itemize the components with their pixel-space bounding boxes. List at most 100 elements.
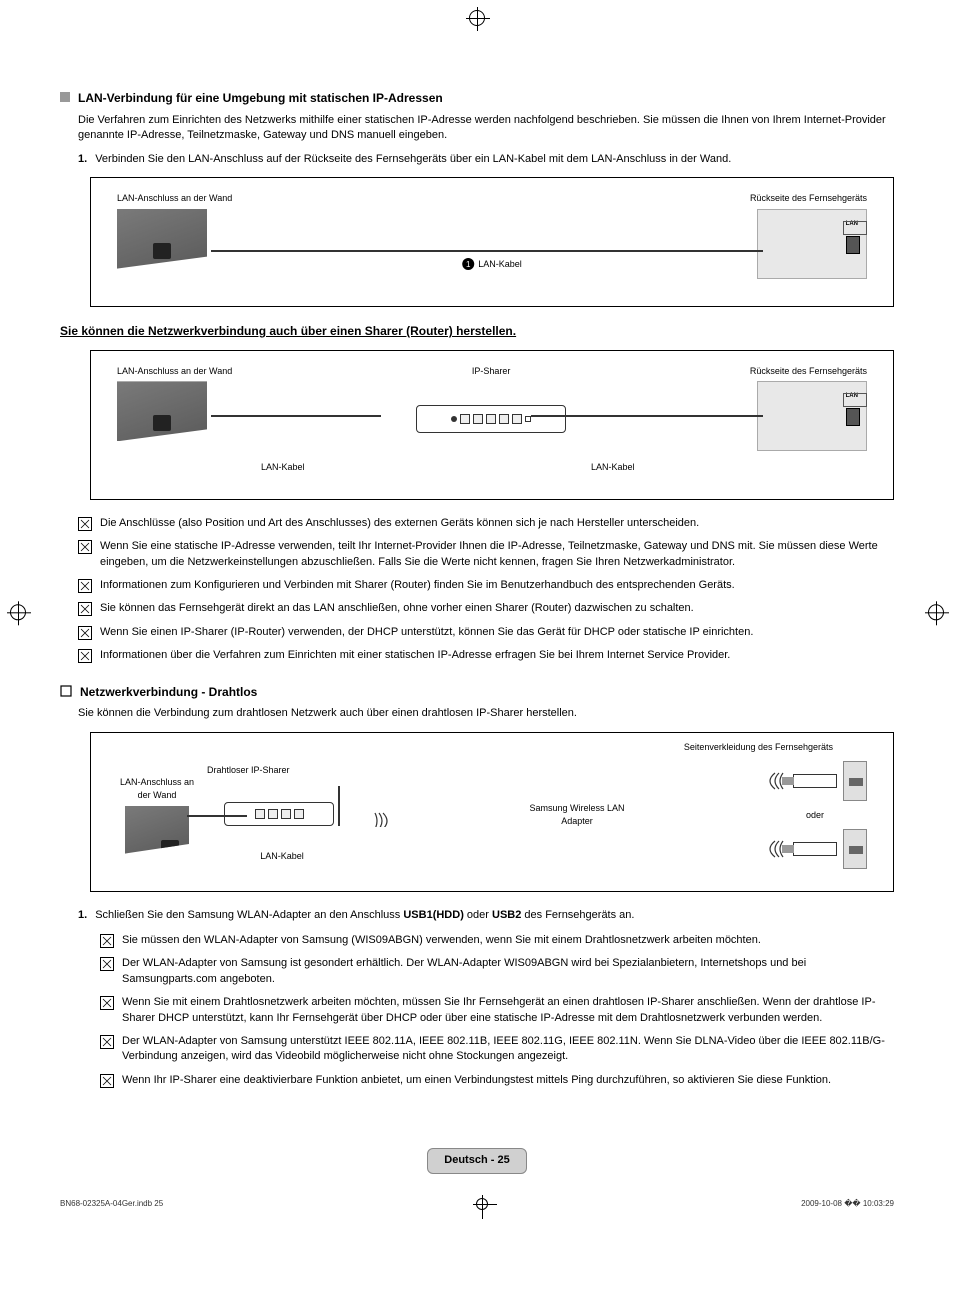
or-text: oder [806,809,824,822]
lan-port-icon [846,236,860,254]
section3-notes: Sie müssen den WLAN-Adapter von Samsung … [100,933,894,1088]
step1-text: Schließen Sie den Samsung WLAN-Adapter a… [95,908,634,923]
section2-heading: Sie können die Netzwerkverbindung auch ü… [60,323,894,340]
note-item: Die Anschlüsse (also Position und Art de… [78,516,894,531]
note-text: Wenn Sie eine statische IP-Adresse verwe… [100,539,894,570]
note-icon [100,1074,114,1088]
doc-id: BN68-02325A-04Ger.indb 25 [60,1198,163,1210]
note-text: Die Anschlüsse (also Position und Art de… [100,516,699,531]
note-icon [100,996,114,1010]
square-bullet-icon [60,92,70,102]
note-item: Wenn Sie einen IP-Sharer (IP-Router) ver… [78,625,894,640]
lan-port-icon [846,408,860,426]
note-text: Der WLAN-Adapter von Samsung unterstützt… [122,1034,894,1065]
diag3-adapter-label: Samsung Wireless LAN Adapter [527,802,627,827]
note-text: Informationen zum Konfigurieren und Verb… [100,578,735,593]
section3-intro: Sie können die Verbindung zum drahtlosen… [78,706,894,721]
lan-cable-line-icon [211,250,763,252]
section1-heading-text: LAN-Verbindung für eine Umgebung mit sta… [78,90,443,107]
note-icon [78,649,92,663]
wall-jack-icon [125,806,189,854]
crop-mark-bottom-icon [476,1198,488,1210]
diag3-router-label: Drahtloser IP-Sharer [207,764,307,777]
wifi-signal-out-icon [367,803,391,827]
antenna-icon [338,786,340,826]
note-item: Sie müssen den WLAN-Adapter von Samsung … [100,933,894,948]
step1-number: 1. [78,908,87,923]
note-text: Wenn Sie mit einem Drahtlosnetzwerk arbe… [122,995,894,1026]
tv-rear-panel-icon: LAN [757,381,867,451]
section3-heading: Netzwerkverbindung - Drahtlos [60,684,894,701]
section1-step1: 1. Verbinden Sie den LAN-Anschluss auf d… [78,152,894,167]
note-item: Wenn Sie eine statische IP-Adresse verwe… [78,539,894,570]
section3-step1: 1. Schließen Sie den Samsung WLAN-Adapte… [78,908,894,923]
step1-e: des Fernsehgeräts an. [521,909,634,921]
note-item: Informationen zum Konfigurieren und Verb… [78,578,894,593]
note-item: Der WLAN-Adapter von Samsung ist gesonde… [100,956,894,987]
diag2-wall-label: LAN-Anschluss an der Wand [117,365,232,378]
crop-mark-top-icon [469,10,485,31]
section1-intro: Die Verfahren zum Einrichten des Netzwer… [78,113,894,144]
diagram2: LAN-Anschluss an der Wand IP-Sharer Rück… [90,350,894,500]
note-icon [78,517,92,531]
tv-side-panel-icon [843,761,867,801]
note-text: Wenn Ihr IP-Sharer eine deaktivierbare F… [122,1073,831,1088]
diag3-cable-label: LAN-Kabel [260,850,304,863]
section3-heading-text: Netzwerkverbindung - Drahtlos [80,684,257,701]
cable-label-text: LAN-Kabel [478,258,522,271]
note-icon [100,957,114,971]
note-icon [78,626,92,640]
cable-line-2-icon [531,415,763,417]
note-icon [100,1035,114,1049]
step1-a: Schließen Sie den Samsung WLAN-Adapter a… [95,909,403,921]
note-item: Wenn Sie mit einem Drahtlosnetzwerk arbe… [100,995,894,1026]
step1-text: Verbinden Sie den LAN-Anschluss auf der … [95,152,731,167]
note-icon [78,579,92,593]
wireless-router-icon [224,802,334,826]
note-text: Der WLAN-Adapter von Samsung ist gesonde… [122,956,894,987]
hollow-square-icon [60,685,72,697]
note-text: Sie müssen den WLAN-Adapter von Samsung … [122,933,761,948]
doc-footer: BN68-02325A-04Ger.indb 25 2009-10-08 �� … [60,1198,894,1210]
note-icon [78,602,92,616]
step1-d: USB2 [492,909,521,921]
diagram3: Seitenverkleidung des Fernsehgeräts LAN-… [90,732,894,892]
note-text: Informationen über die Verfahren zum Ein… [100,648,730,663]
page-number-badge: Deutsch - 25 [427,1148,526,1173]
doc-timestamp: 2009-10-08 �� 10:03:29 [801,1198,894,1210]
diagram1: LAN-Anschluss an der Wand Rückseite des … [90,177,894,307]
router-icon [416,405,566,433]
tv-rear-panel-icon: LAN [757,209,867,279]
step1-number: 1. [78,152,87,167]
diag2-cable2: LAN-Kabel [591,461,635,474]
diag3-side-label: Seitenverkleidung des Fernsehgeräts [684,741,833,754]
note-text: Wenn Sie einen IP-Sharer (IP-Router) ver… [100,625,753,640]
diag1-tv-label: Rückseite des Fernsehgeräts [750,192,867,205]
wireless-cable-line-icon [187,815,247,817]
page-footer: Deutsch - 25 [60,1148,894,1173]
diag2-router-label: IP-Sharer [472,365,511,378]
usb-dongle-icon [793,842,837,856]
crop-mark-left-icon [10,604,26,625]
cable-line-1-icon [211,415,381,417]
diag2-tv-label: Rückseite des Fernsehgeräts [750,365,867,378]
note-item: Wenn Ihr IP-Sharer eine deaktivierbare F… [100,1073,894,1088]
section2-notes: Die Anschlüsse (also Position und Art de… [78,516,894,664]
note-icon [78,540,92,554]
note-item: Informationen über die Verfahren zum Ein… [78,648,894,663]
crop-mark-right-icon [928,604,944,625]
usb-dongle-icon [793,774,837,788]
note-text: Sie können das Fernsehgerät direkt an da… [100,601,694,616]
note-icon [100,934,114,948]
diag2-cable1: LAN-Kabel [261,461,305,474]
tv-side-panel-icon [843,829,867,869]
diag1-wall-label: LAN-Anschluss an der Wand [117,192,232,205]
diag1-cable-label: 1 LAN-Kabel [462,258,522,271]
step1-c: oder [464,909,492,921]
step1-b: USB1(HDD) [403,909,464,921]
note-item: Sie können das Fernsehgerät direkt an da… [78,601,894,616]
number-1-icon: 1 [462,258,474,270]
note-item: Der WLAN-Adapter von Samsung unterstützt… [100,1034,894,1065]
wall-jack-icon [117,209,207,269]
diag3-wall-label: LAN-Anschluss an der Wand [117,776,197,801]
